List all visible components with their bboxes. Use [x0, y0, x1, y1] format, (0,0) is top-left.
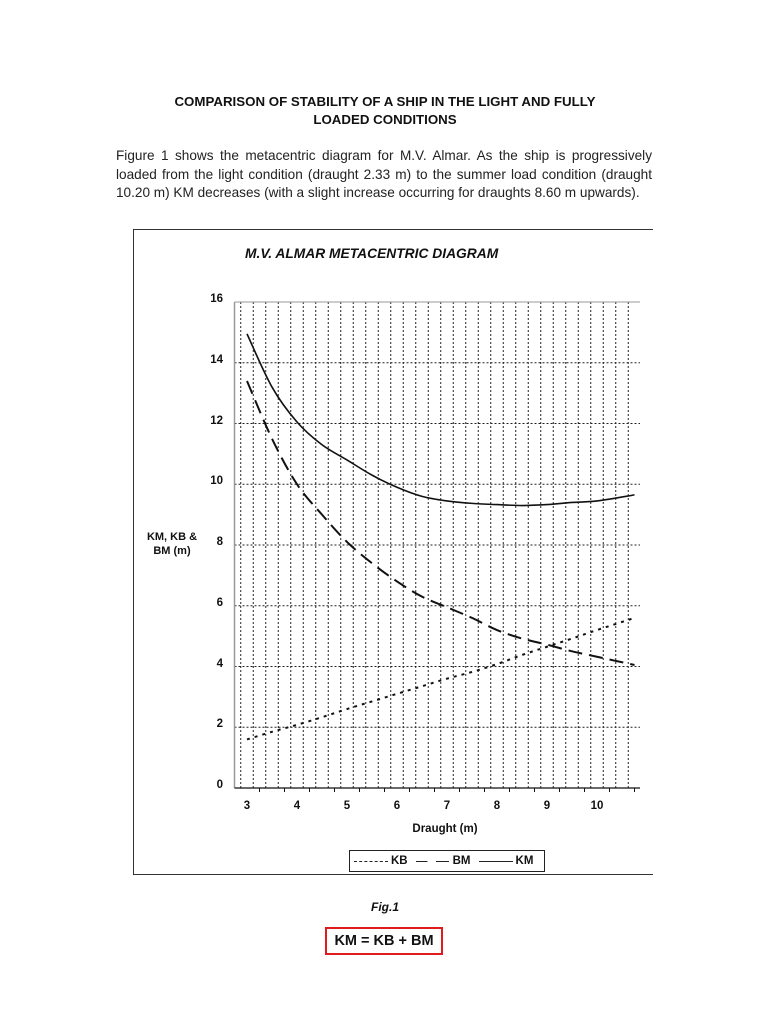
document-paragraph: Figure 1 shows the metacentric diagram f…	[116, 148, 652, 200]
legend-item-kb: KB	[354, 855, 408, 867]
y-tick-label: 14	[210, 353, 223, 366]
formula-box: KM = KB + BM	[325, 927, 443, 955]
metacentric-chart	[233, 301, 640, 792]
x-tick-label: 9	[543, 800, 551, 812]
y-tick-label: 16	[210, 293, 223, 305]
chart-title: M.V. ALMAR METACENTRIC DIAGRAM	[245, 246, 499, 261]
y-tick-label: 2	[216, 718, 223, 731]
figure-caption: Fig.1	[370, 900, 399, 914]
x-tick-label: 6	[393, 800, 401, 812]
document-title: COMPARISON OF STABILITY OF A SHIP IN THE…	[110, 93, 660, 129]
y-tick-label: 12	[210, 414, 223, 427]
x-axis-label: Draught (m)	[412, 823, 478, 835]
x-tick-label: 3	[243, 800, 251, 812]
series-line-km	[246, 333, 635, 507]
legend-label: KB	[391, 855, 408, 867]
y-axis-label: KM, KB & BM (m)	[146, 531, 198, 557]
series-line-kb	[246, 616, 635, 741]
dashed-line-swatch-icon	[415, 860, 450, 862]
document-title-line-2: LOADED CONDITIONS	[313, 112, 457, 127]
chart-legend: KB BM KM	[349, 850, 545, 872]
legend-label: BM	[452, 855, 471, 867]
y-tick-label: 10	[210, 475, 223, 488]
legend-label: KM	[515, 855, 534, 867]
x-tick-label: 8	[493, 800, 501, 812]
x-tick-label: 7	[443, 800, 451, 812]
series-line-bm	[246, 380, 635, 666]
x-tick-label: 10	[590, 800, 604, 812]
solid-line-swatch-icon	[478, 860, 513, 862]
legend-item-bm: BM	[415, 855, 471, 867]
y-tick-label: 8	[216, 536, 223, 548]
dotted-line-swatch-icon	[354, 860, 388, 862]
document-title-line-1: COMPARISON OF STABILITY OF A SHIP IN THE…	[174, 94, 596, 109]
chart-plot-area	[233, 301, 640, 792]
x-tick-label: 5	[343, 800, 351, 812]
x-tick-label: 4	[293, 800, 301, 812]
y-tick-label: 4	[216, 657, 223, 670]
y-tick-label: 6	[216, 596, 223, 609]
legend-item-km: KM	[478, 855, 534, 867]
y-tick-label: 0	[216, 779, 223, 791]
chart-frame	[133, 229, 653, 875]
